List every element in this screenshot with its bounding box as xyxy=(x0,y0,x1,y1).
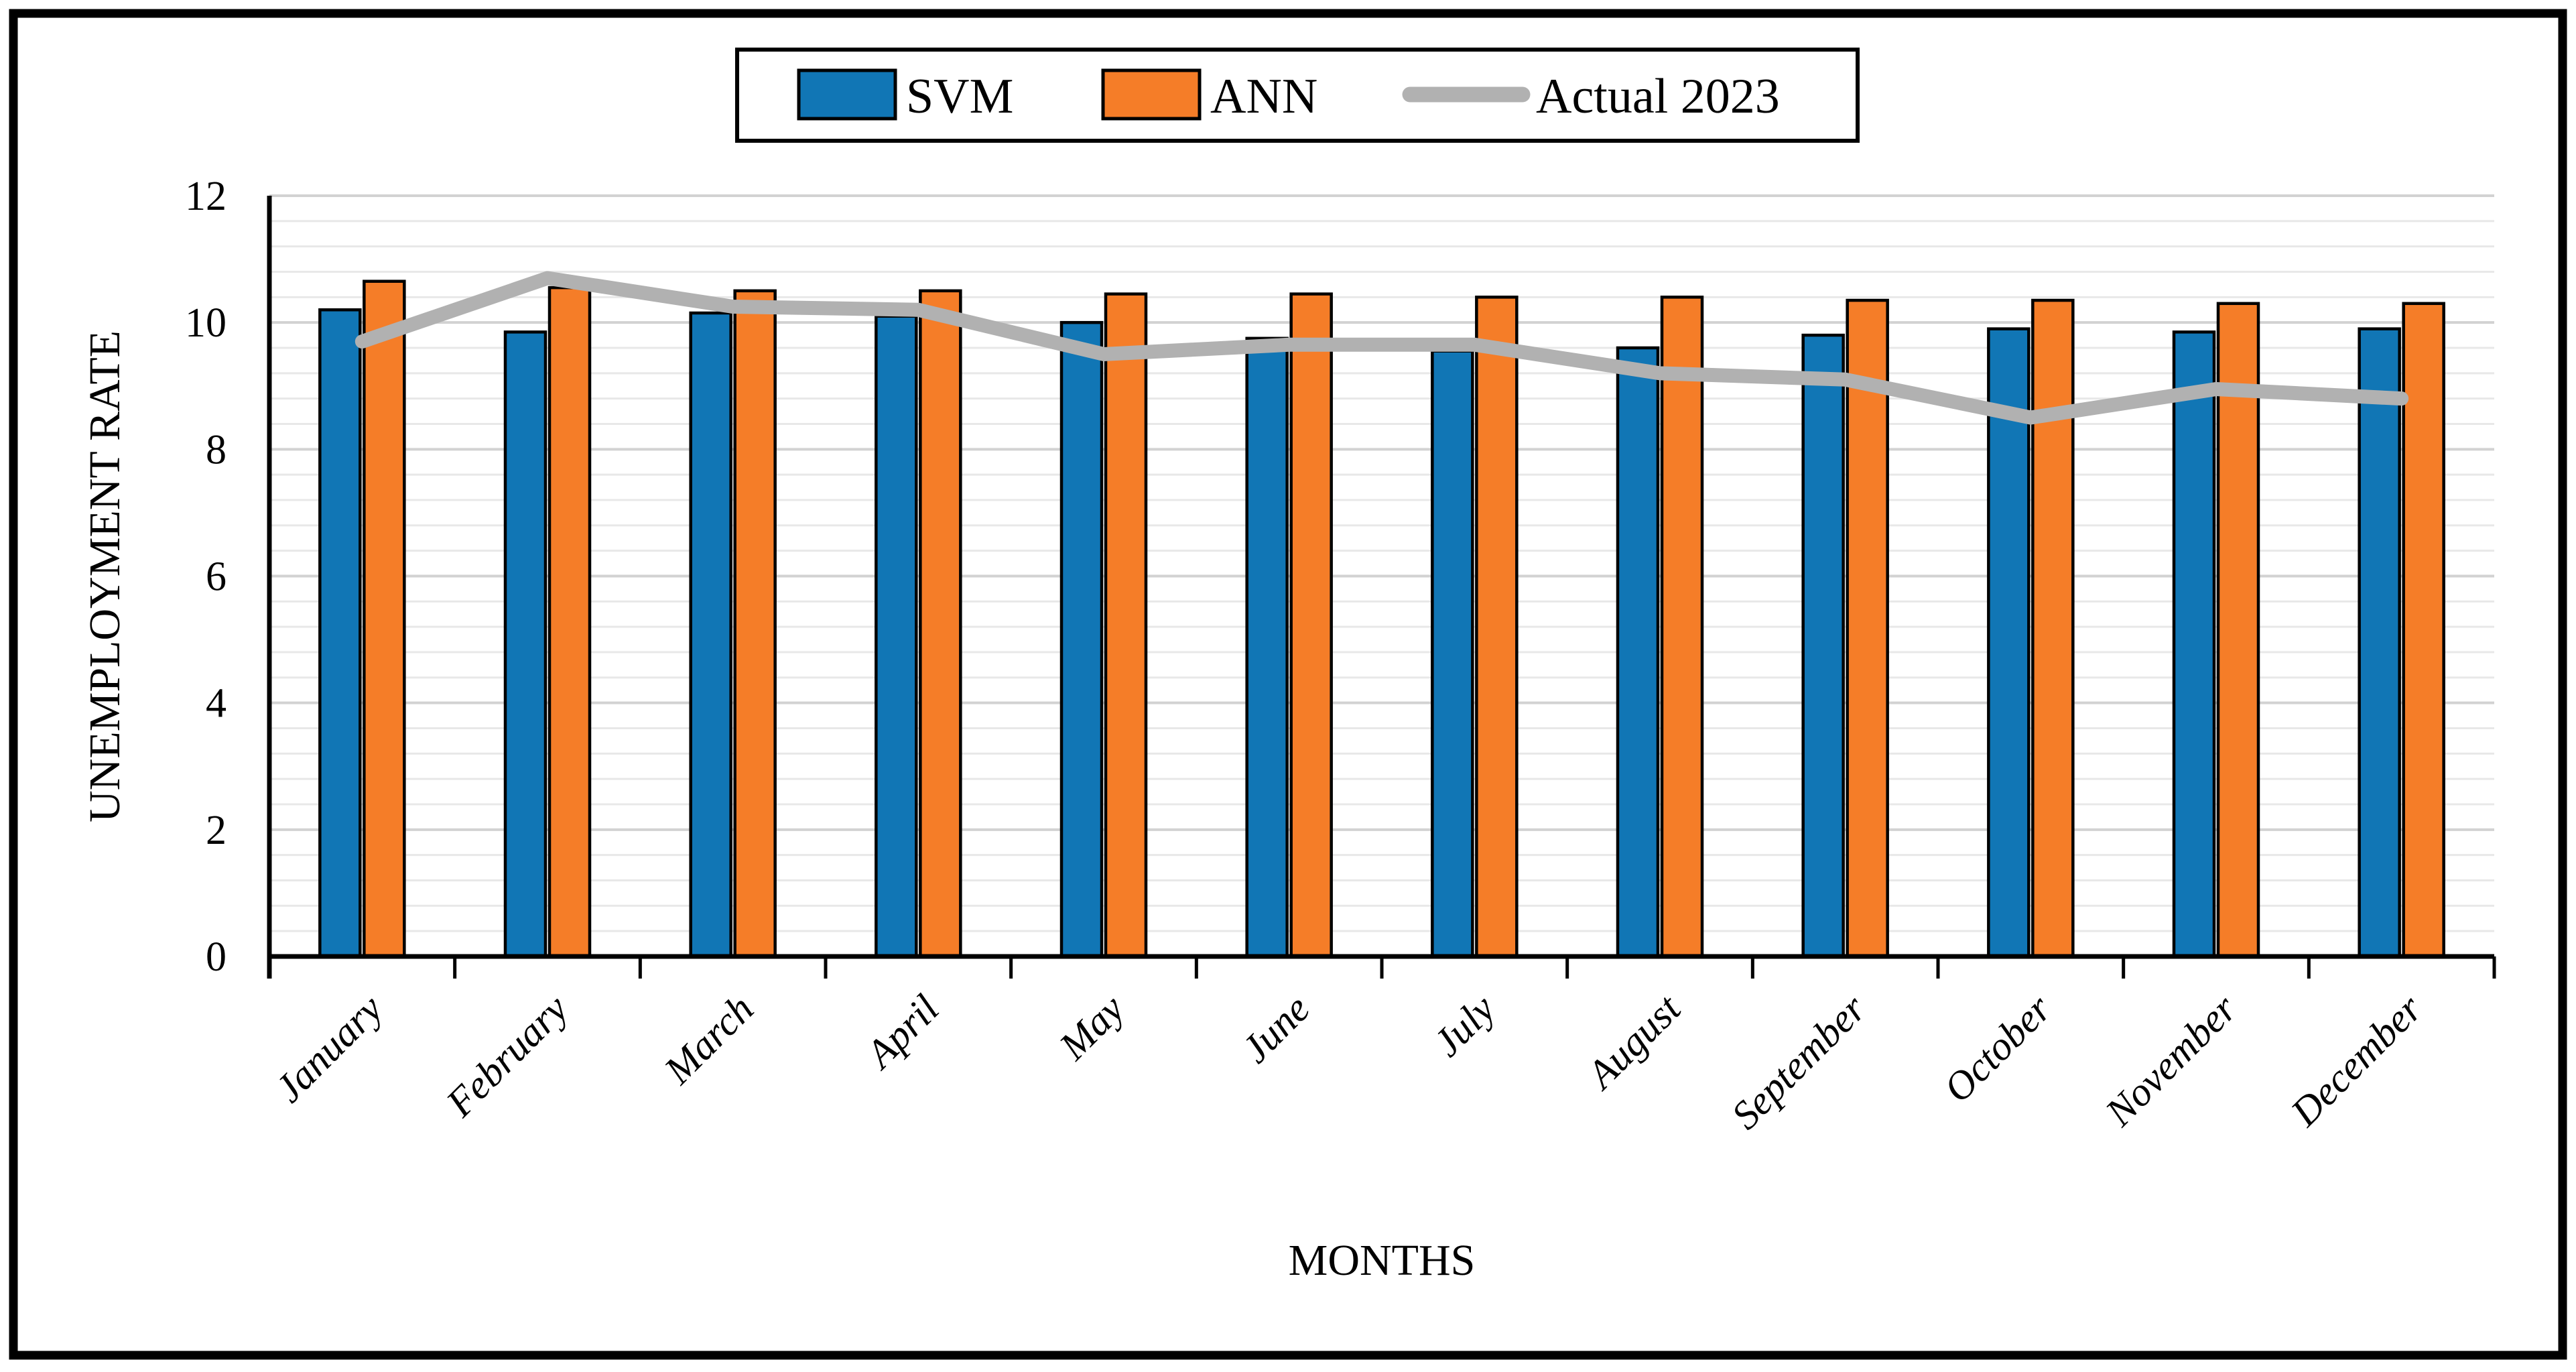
legend-label-svm: SVM xyxy=(906,69,1013,124)
bar-ann-june xyxy=(1289,292,1333,958)
y-tick-label-4: 4 xyxy=(206,681,227,727)
x-axis-title: MONTHS xyxy=(1289,1236,1476,1285)
legend-label-actual-2023: Actual 2023 xyxy=(1536,69,1780,124)
bar-ann-august xyxy=(1660,296,1704,958)
bar-ann-may xyxy=(1104,292,1148,958)
y-tick-label-12: 12 xyxy=(185,174,227,219)
legend-label-ann: ANN xyxy=(1210,69,1317,124)
axis-layer xyxy=(267,196,2496,979)
actual-2023-line xyxy=(355,271,2409,425)
legend: SVM ANN Actual 2023 xyxy=(735,48,1860,143)
bar-ann-february xyxy=(548,286,592,958)
bar-svm-may xyxy=(1059,320,1104,958)
y-tick-label-8: 8 xyxy=(206,427,227,473)
legend-box xyxy=(735,48,1860,143)
figure-border xyxy=(9,9,2567,1360)
y-tick-label-0: 0 xyxy=(206,934,227,980)
gridline-layer xyxy=(269,194,2494,932)
bar-svm-june xyxy=(1245,336,1289,958)
bar-svm-september xyxy=(1801,333,1845,958)
bar-svm-october xyxy=(1987,327,2031,958)
bar-ann-october xyxy=(2031,298,2075,958)
bar-ann-march xyxy=(733,289,777,958)
y-tick-label-10: 10 xyxy=(185,300,227,346)
y-axis-title: UNEMPLOYMENT RATE xyxy=(80,330,129,822)
bar-svm-august xyxy=(1616,346,1660,958)
y-tick-label-6: 6 xyxy=(206,554,227,600)
legend-swatch-svm xyxy=(797,68,897,121)
legend-swatch-ann xyxy=(1101,68,1202,121)
bar-svm-december xyxy=(2358,327,2401,958)
y-tick-labels: 0 2 4 6 8 10 12 xyxy=(185,174,227,980)
y-tick-label-2: 2 xyxy=(206,808,227,853)
bar-ann-november xyxy=(2216,302,2260,958)
bar-svm-february xyxy=(503,330,548,958)
bar-svm-july xyxy=(1431,349,1474,958)
bar-svm-march xyxy=(689,311,732,958)
bar-ann-december xyxy=(2402,302,2445,958)
bar-svm-november xyxy=(2172,330,2216,958)
bar-svm-january xyxy=(318,308,362,958)
line-series-layer xyxy=(355,271,2409,425)
bar-ann-january xyxy=(363,279,406,958)
bar-ann-april xyxy=(919,289,962,958)
bar-svm-april xyxy=(875,314,918,958)
bar-layer xyxy=(318,279,2445,958)
bar-ann-july xyxy=(1475,296,1519,958)
bar-ann-september xyxy=(1846,298,1889,958)
